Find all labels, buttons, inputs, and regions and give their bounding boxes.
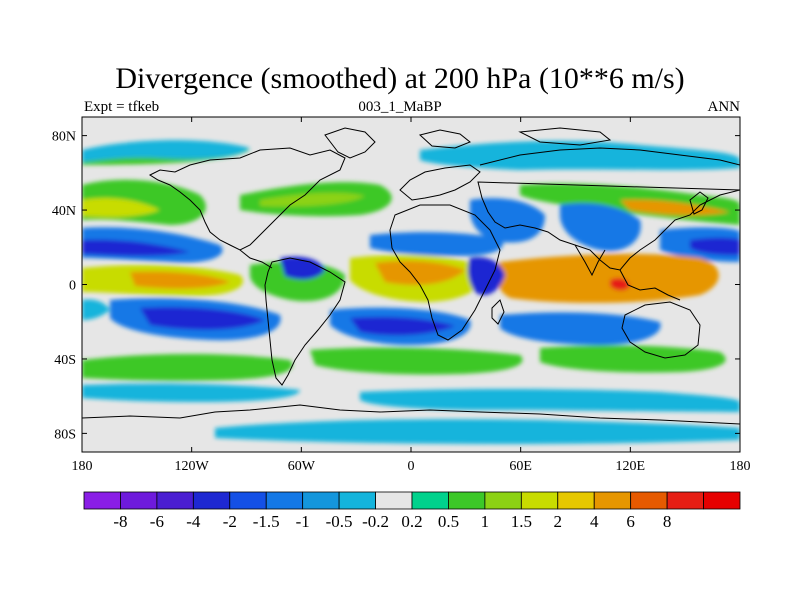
colorbar-label: 8 bbox=[663, 512, 672, 531]
experiment-label: Expt = tfkeb bbox=[84, 99, 160, 115]
colorbar-swatch bbox=[593, 491, 632, 510]
colorbar-swatch bbox=[302, 491, 340, 510]
colorbar-swatch bbox=[703, 491, 741, 510]
coast-antarctica bbox=[82, 404, 740, 425]
y-tick-label: 40N bbox=[52, 204, 76, 219]
negative-region-arctic-west bbox=[82, 140, 250, 162]
plot-title: Divergence (smoothed) at 200 hPa (10**6 … bbox=[115, 62, 685, 95]
colorbar-label: 0.5 bbox=[438, 512, 459, 531]
colorbar: -8 -6 -4 -2 -1.5 -1 -0.5 -0.2 0.2 0.5 1 1.5 2 4 6 8 bbox=[83, 491, 741, 531]
colorbar-swatch bbox=[120, 491, 158, 510]
colorbar-swatch bbox=[666, 491, 704, 510]
y-axis: 80N 40N 0 40S 80S bbox=[52, 130, 740, 442]
positive-region-africa-core bbox=[375, 260, 465, 285]
negative-region-south-atlantic-core bbox=[350, 316, 455, 336]
colorbar-label: -6 bbox=[150, 512, 164, 531]
negative-region-tropics-west bbox=[82, 299, 110, 320]
y-tick-label: 0 bbox=[69, 279, 76, 294]
colorbar-swatch bbox=[192, 491, 231, 510]
negative-region-arctic-east bbox=[420, 140, 740, 170]
positive-region-north-pacific-core bbox=[82, 198, 160, 218]
x-tick-label: 180 bbox=[730, 459, 751, 474]
coast-north-america bbox=[148, 147, 346, 251]
positive-region-central-pacific-core bbox=[130, 271, 230, 289]
colorbar-swatch bbox=[448, 491, 486, 510]
season-label: ANN bbox=[707, 99, 741, 115]
coast-australia bbox=[621, 301, 701, 359]
colorbar-swatch bbox=[484, 491, 522, 510]
colorbar-label: -2 bbox=[223, 512, 237, 531]
negative-region-india bbox=[560, 203, 641, 251]
colorbar-label: 1 bbox=[481, 512, 490, 531]
positive-region-south-indian-midlat bbox=[540, 345, 726, 373]
coast-madagascar bbox=[491, 299, 505, 325]
colorbar-label: -4 bbox=[186, 512, 201, 531]
colorbar-label: -8 bbox=[113, 512, 127, 531]
positive-region-asia-north-core bbox=[620, 199, 730, 216]
coast-south-america bbox=[264, 257, 346, 386]
y-tick-label: 80S bbox=[54, 427, 76, 442]
x-tick-label: 180 bbox=[72, 459, 93, 474]
coast-europe bbox=[399, 164, 481, 201]
y-tick-label: 40S bbox=[54, 353, 76, 368]
x-axis: 180 120W 60W 0 60E 120E 180 bbox=[72, 117, 751, 474]
colorbar-label: 6 bbox=[626, 512, 635, 531]
colorbar-label: -0.2 bbox=[362, 512, 389, 531]
negative-region-pacific-25n-core bbox=[82, 239, 190, 256]
y-tick-label: 80N bbox=[52, 130, 76, 145]
colorbar-swatch bbox=[229, 491, 267, 510]
colorbar-swatch bbox=[156, 491, 194, 510]
colorbar-swatch bbox=[520, 491, 559, 510]
colorbar-swatch bbox=[630, 491, 668, 510]
positive-region-maritime-continent bbox=[610, 278, 630, 291]
positive-region-indian-ocean bbox=[495, 253, 719, 303]
contour-fill bbox=[82, 140, 740, 444]
negative-region-atlantic-25n bbox=[370, 232, 504, 256]
negative-region-southern-indian-ocean bbox=[500, 312, 661, 345]
x-tick-label: 120W bbox=[175, 459, 210, 474]
negative-region-africa-north bbox=[470, 198, 545, 243]
coast-southeast-asia bbox=[619, 269, 681, 301]
colorbar-label: 4 bbox=[590, 512, 599, 531]
colorbar-swatch bbox=[338, 491, 376, 510]
negative-region-south-america-core bbox=[280, 256, 325, 280]
colorbar-label: 2 bbox=[554, 512, 563, 531]
negative-region-southern-ocean-west bbox=[82, 383, 300, 402]
x-tick-label: 60E bbox=[509, 459, 532, 474]
positive-region-southern-ocean bbox=[82, 354, 293, 381]
colorbar-label: -1 bbox=[296, 512, 310, 531]
coast-central-america bbox=[239, 249, 273, 269]
colorbar-label: 0.2 bbox=[401, 512, 422, 531]
colorbar-label: -1.5 bbox=[253, 512, 280, 531]
divergence-field bbox=[82, 117, 740, 452]
x-tick-label: 0 bbox=[408, 459, 415, 474]
positive-region-south-atlantic-midlat bbox=[310, 347, 523, 375]
colorbar-swatch bbox=[557, 491, 595, 510]
case-label: 003_1_MaBP bbox=[358, 99, 442, 115]
x-tick-label: 120E bbox=[616, 459, 646, 474]
colorbar-label: 1.5 bbox=[511, 512, 532, 531]
coast-japan bbox=[689, 191, 709, 215]
x-tick-label: 60W bbox=[288, 459, 316, 474]
negative-region-antarctic bbox=[215, 419, 740, 444]
colorbar-swatch bbox=[265, 491, 304, 510]
coast-india bbox=[574, 244, 606, 277]
colorbar-swatch bbox=[83, 491, 121, 510]
colorbar-label: -0.5 bbox=[326, 512, 353, 531]
positive-region-north-atlantic-core bbox=[260, 192, 365, 207]
coast-asia bbox=[477, 147, 740, 271]
coast-greenland bbox=[324, 127, 376, 159]
coastlines bbox=[82, 127, 740, 425]
negative-region-west-pacific-25n-core bbox=[690, 237, 740, 256]
colorbar-swatch bbox=[411, 491, 449, 510]
colorbar-swatch bbox=[375, 491, 413, 510]
negative-region-south-pacific-core bbox=[140, 307, 265, 330]
negative-region-southern-ocean-east bbox=[360, 389, 740, 412]
coast-africa bbox=[389, 204, 501, 341]
coast-arctic-islands bbox=[418, 127, 612, 149]
